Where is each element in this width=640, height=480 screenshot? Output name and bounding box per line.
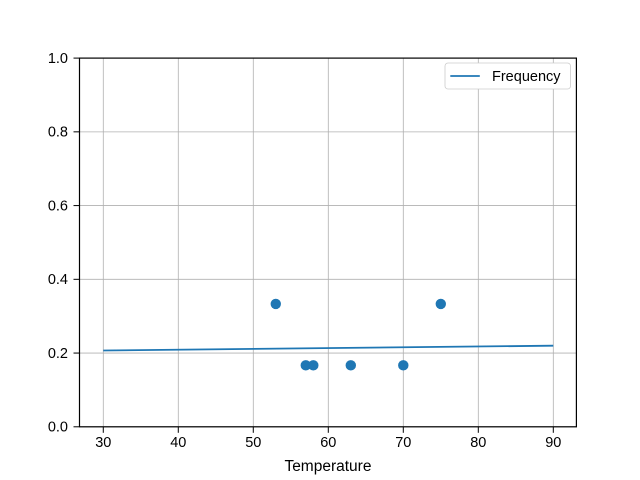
svg-text:90: 90 — [545, 435, 561, 451]
svg-text:30: 30 — [95, 435, 111, 451]
svg-text:0.4: 0.4 — [48, 272, 68, 288]
svg-text:1.0: 1.0 — [48, 51, 68, 67]
svg-text:Temperature: Temperature — [284, 458, 371, 475]
svg-text:80: 80 — [470, 435, 486, 451]
svg-text:Frequency: Frequency — [492, 69, 561, 85]
svg-text:50: 50 — [245, 435, 261, 451]
svg-text:40: 40 — [170, 435, 186, 451]
svg-text:0.6: 0.6 — [48, 198, 68, 214]
svg-text:0.2: 0.2 — [48, 346, 68, 362]
svg-text:60: 60 — [320, 435, 336, 451]
svg-text:70: 70 — [395, 435, 411, 451]
svg-text:0.0: 0.0 — [48, 420, 68, 436]
svg-text:0.8: 0.8 — [48, 125, 68, 141]
